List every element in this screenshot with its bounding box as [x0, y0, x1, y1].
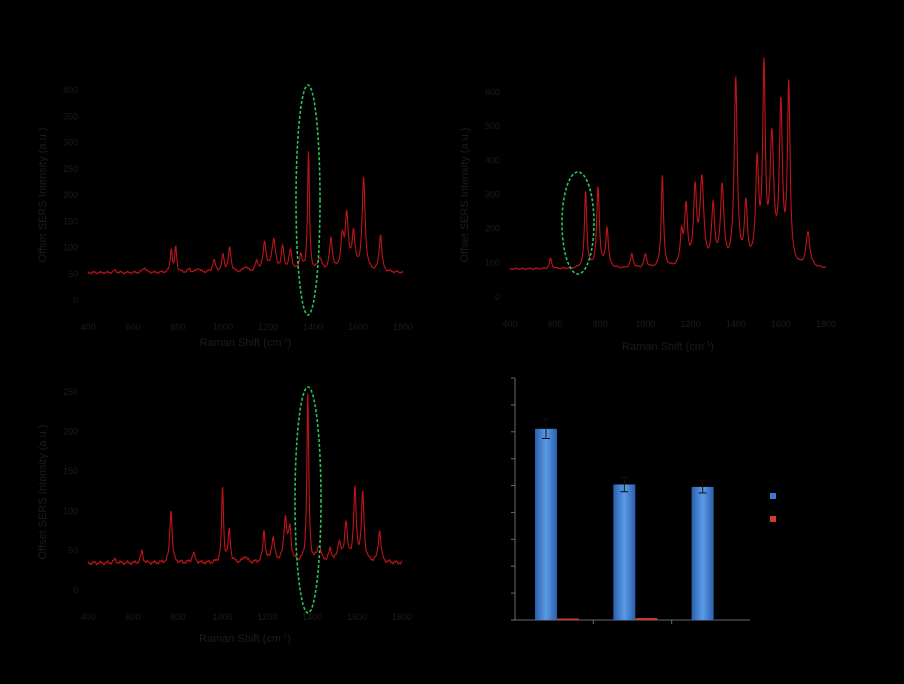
y-axis-label: Offset SERS Intensity (a.u.) — [37, 128, 49, 263]
y-axis-label: Offset SERS Intensity (a.u.) — [459, 128, 471, 263]
x-tick-label: 1800 — [816, 319, 836, 329]
spectrum-panel-bottom-left: 0 50 100 150 200 250 400 600 800 1000 1200 1400 1600… — [37, 386, 412, 645]
y-tick-label: 350 — [63, 111, 78, 121]
y-tick-label: 200 — [63, 190, 78, 200]
y-tick-label: 500 — [485, 121, 500, 131]
y-tick-label: 50 — [68, 545, 78, 555]
spectrum-line — [87, 393, 403, 566]
y-tick-label: 600 — [485, 87, 500, 97]
x-axis-label: Raman Shift (cm-1) — [622, 341, 714, 353]
y-tick-label: 100 — [485, 258, 500, 268]
highlight-ellipse — [295, 84, 321, 316]
x-tick-label: 1600 — [348, 322, 368, 332]
x-tick-label: 1400 — [302, 612, 322, 622]
x-tick-label: 600 — [125, 322, 140, 332]
x-axis-label-superscript: -1 — [282, 337, 288, 344]
y-tick-label: 150 — [63, 216, 78, 226]
x-axis-label-superscript: -1 — [704, 341, 710, 348]
x-tick-label: 400 — [80, 322, 95, 332]
y-tick-label: 200 — [485, 224, 500, 234]
legend-marker-red — [770, 516, 776, 522]
y-tick-label: 0 — [73, 295, 78, 305]
x-tick-label: 1000 — [213, 612, 233, 622]
x-axis-label-main: Raman Shift (cm — [200, 337, 282, 349]
y-tick-label: 400 — [63, 85, 78, 95]
y-tick-label: 100 — [63, 506, 78, 516]
x-tick-label: 600 — [125, 612, 140, 622]
x-axis-label-close: ) — [288, 337, 292, 349]
bar-panel-bottom-right — [511, 377, 776, 624]
highlight-ellipse — [561, 171, 595, 275]
y-tick-label: 400 — [485, 155, 500, 165]
x-tick-label: 1400 — [726, 319, 746, 329]
x-axis-label: Raman Shift (cm-1) — [200, 337, 292, 349]
spectrum-panel-top-left: 0 50 100 150 200 250 300 350 400 400 600 800 1000 120… — [37, 84, 413, 349]
x-tick-label: 1400 — [303, 322, 323, 332]
x-tick-label: 400 — [80, 612, 95, 622]
x-tick-label: 1000 — [213, 322, 233, 332]
x-axis-label-main: Raman Shift (cm — [622, 341, 704, 353]
y-tick-label: 0 — [495, 292, 500, 302]
y-tick-label: 250 — [63, 164, 78, 174]
y-tick-label: 300 — [63, 138, 78, 148]
x-tick-label: 800 — [170, 322, 185, 332]
x-tick-label: 400 — [502, 319, 517, 329]
y-tick-label: 250 — [63, 387, 78, 397]
legend-marker-blue — [770, 493, 776, 499]
y-tick-label: 200 — [63, 427, 78, 437]
y-tick-label: 50 — [68, 269, 78, 279]
y-axis-label: Offset SERS Intensity (a.u.) — [37, 425, 49, 560]
spectrum-line — [87, 151, 404, 275]
bar-series-blue — [691, 486, 714, 620]
bar-series-red — [635, 618, 658, 620]
y-tick-label: 100 — [63, 243, 78, 253]
bar-series-blue — [613, 484, 636, 620]
x-tick-label: 800 — [170, 612, 185, 622]
x-tick-label: 1200 — [257, 612, 277, 622]
bar-series-blue — [535, 428, 557, 620]
y-tick-label: 150 — [63, 466, 78, 476]
x-tick-label: 1800 — [393, 322, 413, 332]
spectrum-panel-top-right: 0 100 200 300 400 500 600 400 600 800 1000 1200 1400… — [459, 57, 836, 353]
x-axis-label: Raman Shift (cm-1) — [199, 633, 291, 645]
spectrum-line — [509, 57, 827, 271]
x-tick-label: 1200 — [681, 319, 701, 329]
x-tick-label: 800 — [593, 319, 608, 329]
x-tick-label: 1800 — [392, 612, 412, 622]
y-tick-label: 0 — [73, 585, 78, 595]
y-tick-label: 300 — [485, 190, 500, 200]
x-tick-label: 1000 — [635, 319, 655, 329]
bar-series-red — [557, 618, 579, 620]
x-axis-label-close: ) — [287, 633, 291, 645]
x-tick-label: 1200 — [258, 322, 278, 332]
x-axis-label-superscript: -1 — [281, 633, 287, 640]
x-tick-label: 600 — [548, 319, 563, 329]
x-tick-label: 1600 — [347, 612, 367, 622]
highlight-ellipse — [294, 386, 322, 614]
x-tick-label: 1600 — [771, 319, 791, 329]
x-axis-label-close: ) — [710, 341, 714, 353]
x-axis-label-main: Raman Shift (cm — [199, 633, 281, 645]
